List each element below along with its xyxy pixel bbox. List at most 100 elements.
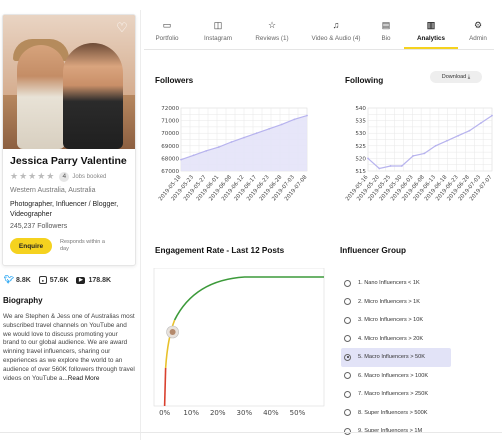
x-tick-label: 50% <box>290 409 306 417</box>
influencer-group-label: 4. Micro Influencers > 20K <box>358 335 424 342</box>
x-tick-label: 30% <box>237 409 253 417</box>
data-point <box>192 154 195 157</box>
social-stats: 🐦︎ 8.8K ● 57.6K ▶ 178.8K <box>4 276 119 284</box>
radio-icon[interactable] <box>344 353 351 361</box>
data-point <box>400 165 403 167</box>
data-point <box>293 118 296 121</box>
influencer-group-heading: Influencer Group <box>340 246 406 255</box>
read-more-link[interactable]: ...Read More <box>62 374 100 382</box>
data-point <box>479 122 482 125</box>
biography-heading: Biography <box>3 296 43 305</box>
y-tick-label: 535 <box>355 119 366 125</box>
x-tick-label: 40% <box>263 409 279 417</box>
rating-row: ★★★★★ 4 Jobs booked <box>10 171 135 182</box>
download-icon: ⤓ <box>467 74 471 80</box>
influencer-group-label: 9. Super Influencers > 1M <box>358 428 423 435</box>
enquire-button[interactable]: Enquire <box>10 238 52 254</box>
influencer-group-option[interactable]: 3. Micro Influencers > 10K <box>341 311 451 330</box>
influencer-group-label: 3. Micro Influencers > 10K <box>358 317 424 324</box>
curve-low-segment <box>163 367 167 407</box>
bottom-bar <box>0 432 502 440</box>
instagram-stat[interactable]: ● 57.6K <box>38 276 69 284</box>
favorite-heart-icon[interactable]: ♡ <box>116 20 128 35</box>
response-time: Responds within a day <box>60 239 105 252</box>
data-point <box>268 127 271 130</box>
data-point <box>367 157 369 160</box>
influencer-group-option[interactable]: 4. Micro Influencers > 20K <box>341 330 451 349</box>
following-heading: Following <box>345 76 384 85</box>
enquire-row: Enquire Responds within a day <box>10 238 135 254</box>
radio-icon[interactable] <box>344 427 351 435</box>
radio-icon[interactable] <box>344 372 351 380</box>
youtube-stat[interactable]: ▶ 178.8K <box>76 276 111 284</box>
y-tick-label: 515 <box>355 169 366 175</box>
y-tick-label: 67000 <box>161 169 179 175</box>
influencer-group-option[interactable]: 7. Macro Influencers > 250K <box>341 385 451 404</box>
data-point <box>230 141 233 143</box>
biography-body: We are Stephen & Jess one of Australias … <box>3 313 135 382</box>
jobs-count-badge: 4 <box>59 171 70 182</box>
y-tick-label: 71000 <box>161 119 179 125</box>
data-point <box>255 132 258 135</box>
data-point <box>446 139 448 142</box>
series-line <box>367 115 493 170</box>
tab-label: Bio <box>381 35 391 42</box>
y-tick-label: 72000 <box>161 106 179 112</box>
influencer-group-option[interactable]: 2. Micro Influencers > 1K <box>341 293 451 312</box>
plot-area <box>153 268 325 407</box>
jobs-label: Jobs booked <box>72 173 107 180</box>
influencer-group-option[interactable]: 8. Super Influencers > 500K <box>341 404 451 423</box>
series-area <box>181 115 307 171</box>
data-point <box>434 144 437 147</box>
youtube-icon: ▶ <box>76 276 86 284</box>
y-tick-label: 68000 <box>161 156 179 162</box>
y-tick-label: 70000 <box>161 131 179 137</box>
tab-reviews[interactable]: ☆ Reviews (1) <box>246 14 298 49</box>
radio-icon[interactable] <box>344 279 351 287</box>
influencer-group-option[interactable]: 6. Macro Influencers > 100K <box>341 367 451 386</box>
tab-admin[interactable]: ⚙ Admin <box>458 14 498 49</box>
influencer-group-label: 8. Super Influencers > 500K <box>358 409 428 416</box>
portfolio-icon: ▭ <box>162 20 172 30</box>
influencer-group-label: 1. Nano Influencers < 1K <box>358 280 420 287</box>
analytics-icon: ▥ <box>426 20 436 30</box>
twitter-count: 8.8K <box>16 276 31 284</box>
influencer-group-option[interactable]: 5. Macro Influencers > 50K <box>341 348 451 367</box>
video-icon: ♫ <box>332 20 340 30</box>
followers-chart: 7200071000700006900068000670002019-05-18… <box>158 106 309 202</box>
data-point <box>378 167 381 170</box>
download-label: Download <box>441 74 467 80</box>
instagram-icon: ● <box>38 276 47 284</box>
tab-instagram[interactable]: ◫ Instagram <box>190 14 246 49</box>
following-chart: 5405355305255205152019-05-162019-05-2020… <box>345 106 494 202</box>
tab-bio[interactable]: ▤ Bio <box>374 14 398 49</box>
tab-label: Reviews (1) <box>255 35 289 42</box>
twitter-stat[interactable]: 🐦︎ 8.8K <box>4 276 31 284</box>
data-point <box>423 152 426 155</box>
engagement-marker-avatar <box>169 329 176 335</box>
data-point <box>180 158 182 161</box>
followers-heading: Followers <box>155 76 194 85</box>
radio-icon[interactable] <box>344 390 351 398</box>
curve-mid-segment <box>164 319 176 369</box>
data-point <box>457 134 460 137</box>
radio-icon[interactable] <box>344 298 351 306</box>
profile-title: Photographer, Influencer / Blogger, Vide… <box>10 201 119 218</box>
influencer-group-option[interactable]: 1. Nano Influencers < 1K <box>341 274 451 293</box>
radio-icon[interactable] <box>344 409 351 417</box>
radio-icon[interactable] <box>344 316 351 324</box>
instagram-count: 57.6K <box>49 276 69 284</box>
y-tick-label: 69000 <box>161 144 179 150</box>
download-button[interactable]: Download ⤓ <box>430 71 482 83</box>
tab-portfolio[interactable]: ▭ Portfolio <box>144 14 190 49</box>
tab-label: Instagram <box>204 35 232 42</box>
tab-video-audio[interactable]: ♫ Video & Audio (4) <box>298 14 374 49</box>
data-point <box>205 149 208 152</box>
data-point <box>217 146 220 148</box>
data-point <box>243 136 245 139</box>
tab-label: Analytics <box>417 35 445 42</box>
radio-icon[interactable] <box>344 335 351 343</box>
influencer-group-label: 2. Micro Influencers > 1K <box>358 298 421 305</box>
influencer-group-option[interactable]: 9. Super Influencers > 1M <box>341 422 451 440</box>
tab-analytics[interactable]: ▥ Analytics <box>404 14 458 49</box>
